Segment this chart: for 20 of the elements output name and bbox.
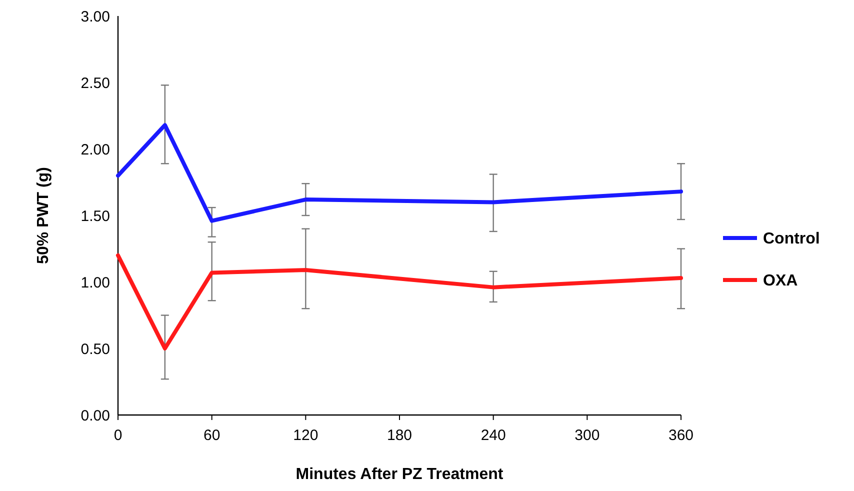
- y-tick-label: 1.50: [80, 208, 110, 225]
- y-tick-label: 2.00: [80, 141, 110, 158]
- y-tick-label: 1.00: [80, 274, 110, 292]
- line-series: [116, 123, 683, 223]
- y-tick-label: 3.00: [80, 8, 110, 26]
- legend-label: Control: [763, 230, 820, 248]
- x-axis-title: Minutes After PZ Treatment: [296, 466, 504, 483]
- y-tick-label: 0.50: [80, 340, 110, 358]
- x-tick-label: 60: [203, 427, 220, 444]
- x-tick-label: 300: [574, 427, 600, 444]
- x-tick-label: 360: [668, 427, 694, 444]
- x-tick-label: 0: [114, 427, 122, 444]
- y-tick-label: 0.00: [80, 407, 110, 424]
- x-tick-label: 180: [386, 427, 412, 444]
- x-tick-label: 240: [480, 427, 506, 444]
- legend-label: OXA: [763, 272, 798, 290]
- y-tick-label: 2.50: [80, 74, 110, 92]
- y-axis-title: 50% PWT (g): [35, 167, 52, 264]
- x-tick-label: 120: [293, 427, 318, 444]
- line-series: [116, 253, 683, 350]
